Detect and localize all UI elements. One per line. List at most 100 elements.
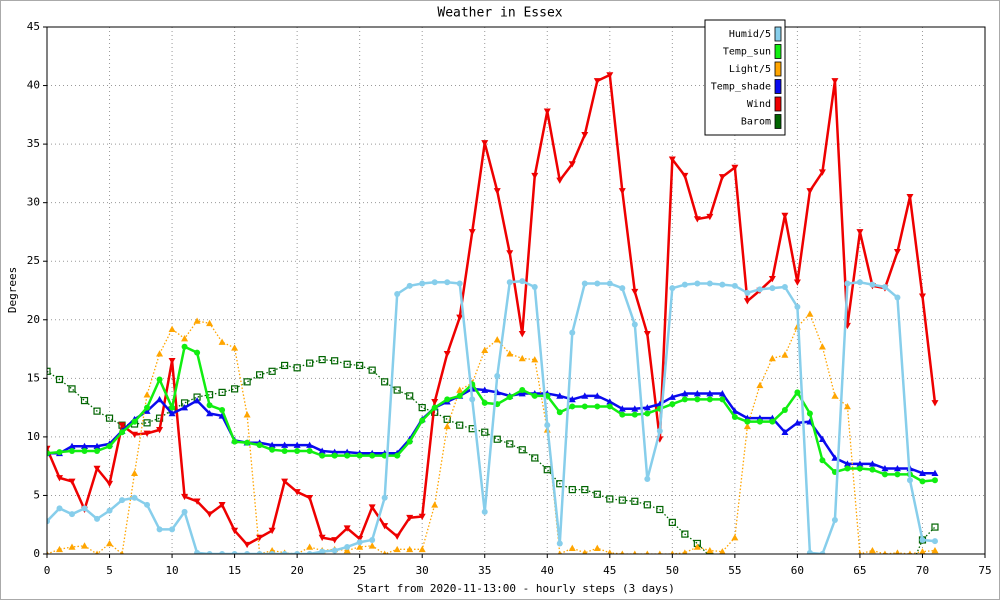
marker bbox=[881, 465, 889, 472]
marker bbox=[193, 498, 201, 505]
marker bbox=[931, 400, 939, 407]
marker bbox=[506, 279, 513, 286]
marker bbox=[319, 452, 326, 459]
y-tick-label: 15 bbox=[27, 371, 40, 384]
marker bbox=[794, 303, 801, 310]
marker bbox=[769, 418, 776, 425]
marker bbox=[931, 523, 939, 531]
marker bbox=[619, 411, 626, 418]
marker bbox=[181, 335, 189, 342]
marker bbox=[719, 396, 726, 403]
marker bbox=[593, 392, 601, 399]
marker bbox=[856, 279, 863, 286]
marker bbox=[181, 508, 188, 515]
marker bbox=[781, 428, 789, 436]
marker bbox=[281, 361, 289, 370]
marker bbox=[131, 469, 139, 476]
plot-frame bbox=[46, 26, 986, 555]
marker bbox=[343, 546, 351, 554]
marker bbox=[343, 525, 351, 532]
marker bbox=[381, 523, 389, 530]
marker bbox=[481, 508, 488, 515]
marker bbox=[518, 390, 526, 397]
y-tick-label: 0 bbox=[33, 547, 40, 560]
marker bbox=[444, 396, 451, 403]
marker bbox=[843, 402, 851, 410]
marker bbox=[431, 398, 439, 406]
marker bbox=[131, 418, 138, 425]
marker bbox=[606, 403, 613, 410]
marker bbox=[618, 496, 626, 504]
x-tick-label: 75 bbox=[978, 564, 991, 577]
marker bbox=[718, 390, 726, 397]
marker bbox=[681, 390, 689, 397]
marker bbox=[443, 422, 451, 430]
marker bbox=[456, 314, 464, 321]
marker bbox=[281, 478, 289, 485]
marker bbox=[693, 543, 701, 550]
marker bbox=[318, 534, 326, 542]
marker bbox=[293, 489, 301, 496]
marker bbox=[93, 465, 101, 473]
marker bbox=[168, 325, 176, 332]
marker bbox=[194, 349, 201, 356]
marker bbox=[769, 285, 776, 292]
marker bbox=[806, 310, 814, 317]
y-tick-label: 45 bbox=[27, 20, 40, 33]
marker bbox=[47, 518, 50, 525]
marker bbox=[406, 514, 414, 522]
marker bbox=[144, 404, 151, 411]
marker bbox=[293, 364, 301, 372]
marker bbox=[631, 321, 638, 328]
marker bbox=[694, 396, 701, 403]
marker bbox=[582, 549, 588, 554]
marker bbox=[706, 213, 714, 221]
x-tick-label: 70 bbox=[916, 564, 929, 577]
marker bbox=[56, 545, 64, 553]
marker bbox=[531, 283, 538, 290]
y-tick-label: 30 bbox=[27, 196, 40, 209]
marker bbox=[856, 460, 864, 467]
marker bbox=[756, 418, 763, 425]
x-tick-label: 55 bbox=[728, 564, 741, 577]
marker bbox=[47, 450, 50, 457]
marker bbox=[518, 354, 526, 362]
series bbox=[47, 310, 939, 554]
marker bbox=[668, 156, 676, 163]
marker bbox=[718, 174, 726, 181]
marker bbox=[919, 536, 926, 543]
marker bbox=[118, 422, 126, 429]
marker bbox=[643, 331, 651, 338]
marker bbox=[143, 391, 151, 398]
marker bbox=[694, 280, 701, 287]
marker bbox=[243, 378, 251, 386]
marker bbox=[243, 411, 251, 418]
marker bbox=[268, 367, 276, 375]
marker bbox=[568, 544, 576, 551]
marker bbox=[693, 216, 701, 223]
x-tick-label: 0 bbox=[44, 564, 51, 577]
x-tick-label: 10 bbox=[165, 564, 178, 577]
marker bbox=[106, 443, 113, 450]
marker bbox=[581, 392, 589, 399]
marker bbox=[581, 131, 589, 139]
marker bbox=[256, 442, 263, 449]
marker bbox=[494, 372, 501, 379]
marker bbox=[55, 375, 64, 384]
marker bbox=[56, 449, 63, 456]
x-tick-label: 60 bbox=[791, 564, 804, 577]
marker bbox=[919, 478, 926, 485]
marker bbox=[843, 460, 851, 467]
y-tick-label: 25 bbox=[27, 254, 40, 267]
y-axis-label: Degrees bbox=[6, 267, 19, 313]
marker bbox=[181, 404, 189, 411]
marker bbox=[269, 446, 276, 453]
marker bbox=[519, 278, 526, 285]
marker bbox=[568, 485, 576, 494]
marker bbox=[244, 551, 251, 554]
marker bbox=[670, 550, 675, 554]
marker bbox=[156, 427, 164, 434]
marker bbox=[606, 280, 613, 287]
marker bbox=[869, 281, 876, 288]
marker bbox=[656, 428, 663, 435]
